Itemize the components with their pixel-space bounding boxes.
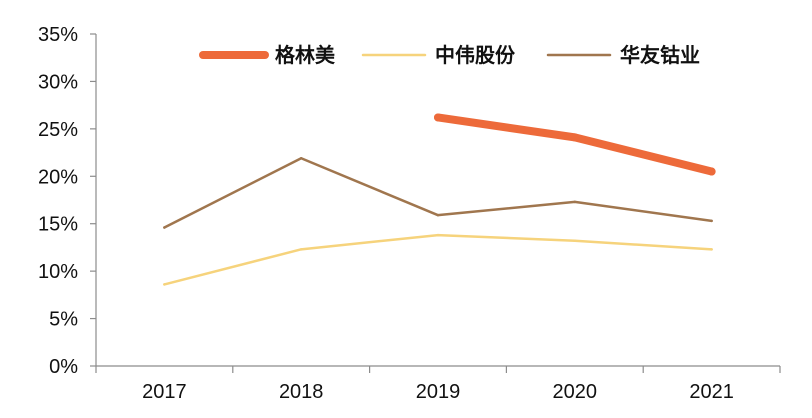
y-tick-label: 0%	[49, 356, 78, 378]
data-point	[163, 283, 166, 286]
x-tick-label: 2020	[553, 381, 598, 403]
data-point	[573, 239, 577, 243]
y-tick-label: 5%	[49, 309, 78, 331]
data-point	[299, 157, 303, 160]
data-point	[710, 248, 713, 251]
series-layer	[163, 113, 716, 286]
data-point	[570, 133, 579, 142]
data-point	[434, 113, 442, 122]
data-point	[436, 233, 440, 237]
x-tick-label: 2017	[142, 381, 187, 403]
y-tick-label: 10%	[38, 261, 78, 283]
legend-label: 格林美	[275, 43, 336, 67]
axes: 0% 5% 10% 15% 20% 25% 30% 35% 2017 2018 2019 2020 20…	[38, 24, 781, 403]
data-point	[299, 248, 303, 251]
y-tick-label: 20%	[38, 166, 78, 188]
series-line	[434, 113, 716, 176]
x-tick-label: 2021	[689, 381, 734, 403]
y-tick-label: 15%	[38, 214, 78, 236]
y-tick-label: 25%	[38, 119, 78, 141]
series-line	[163, 157, 713, 229]
legend-label: 华友钴业	[620, 43, 700, 67]
data-point	[436, 213, 440, 217]
data-point	[707, 167, 716, 176]
legend-label: 中伟股份	[435, 43, 516, 67]
y-tick-label: 30%	[38, 71, 78, 93]
data-point	[573, 200, 577, 204]
series-line	[163, 233, 713, 286]
y-tick-label: 35%	[38, 24, 78, 46]
legend: 格林美 中伟股份 华友钴业	[199, 43, 700, 67]
x-tick-label: 2018	[279, 381, 324, 403]
data-point	[163, 226, 166, 229]
data-point	[710, 219, 713, 223]
x-tick-label: 2019	[416, 381, 461, 403]
